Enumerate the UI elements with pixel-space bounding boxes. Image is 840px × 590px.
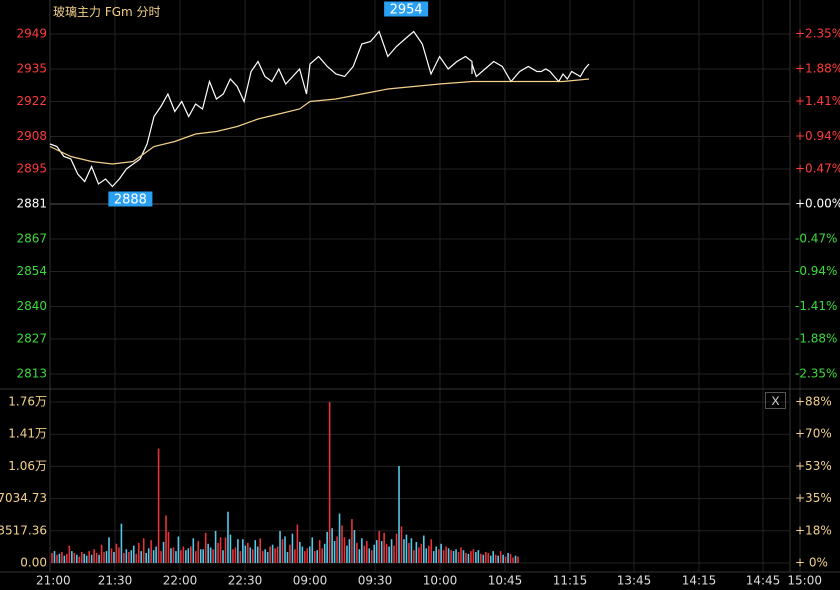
time-tick-label: 22:00 xyxy=(163,574,198,588)
volume-percent-label: +35% xyxy=(795,491,832,505)
percent-tick-label: +1.88% xyxy=(795,62,840,76)
time-tick-label: 10:00 xyxy=(423,574,458,588)
average-line xyxy=(49,78,590,165)
time-tick-label: 09:00 xyxy=(293,574,328,588)
price-tick-label: 2922 xyxy=(16,94,47,108)
volume-percent-label: +88% xyxy=(795,395,832,409)
low-price-box xyxy=(108,191,153,207)
percent-tick-label: -2.35% xyxy=(795,367,837,381)
time-tick-label: 21:00 xyxy=(36,574,71,588)
percent-tick-label: +2.35% xyxy=(795,27,840,41)
volume-percent-label: + 0% xyxy=(795,556,828,570)
percent-tick-label: +0.94% xyxy=(795,129,840,143)
volume-percent-label: +70% xyxy=(795,427,832,441)
price-tick-label: 2881 xyxy=(16,197,47,211)
volume-tick-label: 1.76万 xyxy=(8,395,47,409)
volume-tick-label: 7034.73 xyxy=(0,491,47,505)
high-price-box xyxy=(384,1,429,17)
close-volume-button[interactable]: X xyxy=(765,392,786,409)
price-tick-label: 2867 xyxy=(16,232,47,246)
high-price-label: 2954 xyxy=(390,3,423,18)
price-tick-label: 2908 xyxy=(16,129,47,143)
time-tick-label: 14:15 xyxy=(682,574,717,588)
percent-tick-label: +0.00% xyxy=(795,197,840,211)
time-tick-label: 11:15 xyxy=(553,574,588,588)
price-tick-label: 2840 xyxy=(16,299,47,313)
percent-tick-label: -0.47% xyxy=(795,232,837,246)
time-tick-label: 21:30 xyxy=(98,574,133,588)
time-tick-label: 13:45 xyxy=(617,574,652,588)
time-tick-label: 15:00 xyxy=(787,574,822,588)
time-tick-label: 10:45 xyxy=(488,574,523,588)
percent-tick-label: -1.41% xyxy=(795,299,837,313)
percent-tick-label: -1.88% xyxy=(795,332,837,346)
low-price-label: 2888 xyxy=(114,193,147,208)
price-tick-label: 2949 xyxy=(16,27,47,41)
volume-tick-label: 1.41万 xyxy=(8,427,47,441)
price-tick-label: 2827 xyxy=(16,332,47,346)
volume-tick-label: 3517.36 xyxy=(0,523,47,537)
percent-tick-label: +1.41% xyxy=(795,94,840,108)
price-lines xyxy=(49,30,590,188)
time-tick-label: 14:45 xyxy=(746,574,781,588)
price-tick-label: 2854 xyxy=(16,264,47,278)
volume-tick-label: 1.06万 xyxy=(8,459,47,473)
volume-bars xyxy=(51,402,519,563)
time-tick-label: 22:30 xyxy=(228,574,263,588)
grid-lines xyxy=(0,0,840,573)
percent-tick-label: +0.47% xyxy=(795,162,840,176)
percent-tick-label: -0.94% xyxy=(795,264,837,278)
price-tick-label: 2935 xyxy=(16,62,47,76)
volume-percent-label: +18% xyxy=(795,523,832,537)
time-tick-label: 09:30 xyxy=(358,574,393,588)
price-tick-label: 2813 xyxy=(16,367,47,381)
price-tick-label: 2895 xyxy=(16,162,47,176)
volume-percent-label: +53% xyxy=(795,459,832,473)
volume-tick-label: 0.00 xyxy=(20,556,47,570)
price-line xyxy=(49,30,590,188)
chart-title: 玻璃主力 FGm 分时 xyxy=(53,5,161,19)
